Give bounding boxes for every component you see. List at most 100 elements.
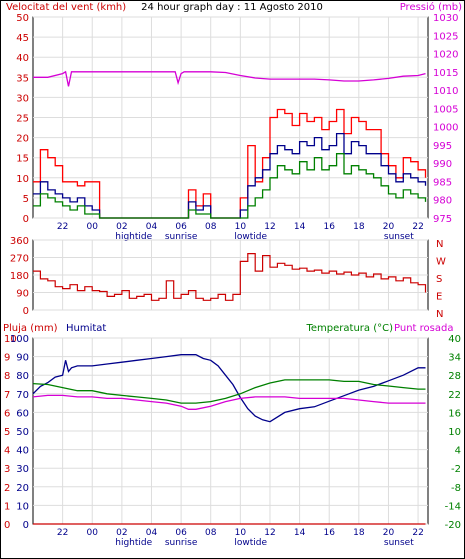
temperature-tick-label: 22 xyxy=(448,390,461,401)
temperature-tick-label: -8 xyxy=(451,483,461,494)
rain-tick-label: 4 xyxy=(4,446,10,457)
humidity-x-tick-label: 04 xyxy=(146,528,158,538)
rain-tick-label: 6 xyxy=(4,408,10,419)
humidity-series-1 xyxy=(32,379,426,404)
compass-label: N xyxy=(436,239,443,250)
direction-tick-label: 90 xyxy=(16,289,29,300)
temperature-tick-label: -20 xyxy=(445,520,461,531)
rain-tick-label: 3 xyxy=(4,464,10,475)
direction-tick-label: 0 xyxy=(23,306,29,317)
humidity-series-0 xyxy=(32,354,426,423)
humidity-x-tick-label: 02 xyxy=(116,528,127,538)
pressure-tick-label: 1015 xyxy=(433,68,458,79)
wind-x-tick-label: 04 xyxy=(146,222,158,232)
temperature-tick-label: 40 xyxy=(448,334,461,345)
wind-series-0 xyxy=(33,108,427,219)
pressure-tick-label: 1005 xyxy=(433,104,458,115)
rain-tick-label: 5 xyxy=(4,427,10,438)
rain-tick-label: 7 xyxy=(4,390,10,401)
temperature-tick-label: 16 xyxy=(448,408,461,419)
rain-tick-label: 8 xyxy=(4,371,10,382)
pressure-tick-label: 990 xyxy=(433,159,452,170)
wind-series-1 xyxy=(33,132,427,219)
temperature-tick-label: -2 xyxy=(451,464,461,475)
compass-label: S xyxy=(436,274,442,285)
wind-annotation: sunset xyxy=(384,232,414,242)
humidity-tick-label: 20 xyxy=(16,483,29,494)
temperature-tick-label: 10 xyxy=(448,427,461,438)
humidity-x-tick-label: 14 xyxy=(294,528,306,538)
pressure-tick-label: 1030 xyxy=(433,13,458,24)
temperature-axis-label: Temperatura (°C) xyxy=(305,323,393,334)
rain-tick-label: 10 xyxy=(4,334,17,345)
humidity-x-tick-label: 16 xyxy=(323,528,335,538)
humidity-x-tick-label: 10 xyxy=(235,528,247,538)
wind-tick-label: 0 xyxy=(23,214,29,225)
humidity-tick-label: 30 xyxy=(16,464,29,475)
humidity-x-tick-label: 20 xyxy=(383,528,395,538)
wind-tick-label: 30 xyxy=(16,93,29,104)
humidity-tick-label: 90 xyxy=(16,353,29,364)
rain-tick-label: 0 xyxy=(4,520,10,531)
wind-x-tick-label: 20 xyxy=(383,222,395,232)
humidity-tick-label: 100 xyxy=(10,334,29,345)
pressure-tick-label: 985 xyxy=(433,177,452,188)
pressure-tick-label: 1025 xyxy=(433,31,458,42)
pressure-tick-label: 995 xyxy=(433,141,452,152)
wind-annotation: sunrise xyxy=(165,232,198,242)
humidity-x-tick-label: 06 xyxy=(175,528,187,538)
wind-axis-label: Velocitat del vent (kmh) xyxy=(6,2,126,13)
compass-label: N xyxy=(436,309,443,320)
humidity-tick-label: 70 xyxy=(16,390,29,401)
wind-tick-label: 45 xyxy=(16,33,29,44)
humidity-x-tick-label: 22 xyxy=(412,528,423,538)
humidity-annotation: sunset xyxy=(384,538,414,548)
direction-series-0 xyxy=(33,253,427,301)
temperature-tick-label: -14 xyxy=(445,501,461,512)
humidity-annotation: lowtide xyxy=(234,538,267,548)
wind-x-tick-label: 02 xyxy=(116,222,127,232)
wind-x-tick-label: 08 xyxy=(205,222,217,232)
humidity-x-tick-label: 08 xyxy=(205,528,217,538)
wind-pressure-panel: Velocitat del vent (kmh) 24 hour graph d… xyxy=(6,1,462,242)
humidity-tick-label: 40 xyxy=(16,446,29,457)
pressure-tick-label: 1020 xyxy=(433,50,458,61)
wind-tick-label: 35 xyxy=(16,73,29,84)
wind-series-3 xyxy=(33,70,426,87)
humidity-annotation: sunrise xyxy=(165,538,198,548)
temperature-tick-label: 34 xyxy=(448,353,461,364)
direction-tick-label: 270 xyxy=(10,254,29,265)
humidity-tick-label: 60 xyxy=(16,408,29,419)
compass-label: E xyxy=(436,292,442,303)
humidity-x-tick-label: 12 xyxy=(264,528,275,538)
humidity-tick-label: 0 xyxy=(23,520,29,531)
wind-x-tick-label: 18 xyxy=(353,222,365,232)
humidity-series-2 xyxy=(32,394,426,410)
compass-label: W xyxy=(436,257,446,268)
wind-tick-label: 50 xyxy=(16,13,29,24)
direction-tick-label: 180 xyxy=(10,271,29,282)
rain-tick-label: 2 xyxy=(4,483,10,494)
wind-x-tick-label: 22 xyxy=(412,222,423,232)
humidity-annotation: hightide xyxy=(115,538,152,548)
rain-tick-label: 9 xyxy=(4,353,10,364)
wind-x-tick-label: 00 xyxy=(87,222,99,232)
wind-tick-label: 40 xyxy=(16,53,29,64)
wind-tick-label: 15 xyxy=(16,154,29,165)
rain-tick-label: 1 xyxy=(4,501,10,512)
wind-annotation: hightide xyxy=(115,232,152,242)
wind-x-tick-label: 06 xyxy=(175,222,187,232)
humidity-x-tick-label: 22 xyxy=(57,528,68,538)
dewpoint-axis-label: Punt rosada xyxy=(394,323,453,334)
pressure-tick-label: 975 xyxy=(433,214,452,225)
wind-tick-label: 5 xyxy=(23,194,29,205)
humidity-axis-label: Humitat xyxy=(66,323,106,334)
humidity-tick-label: 50 xyxy=(16,427,29,438)
wind-tick-label: 25 xyxy=(16,114,29,125)
rain-axis-label: Pluja (mm) xyxy=(3,323,58,334)
wind-tick-label: 10 xyxy=(16,174,29,185)
temperature-tick-label: 4 xyxy=(455,446,461,457)
